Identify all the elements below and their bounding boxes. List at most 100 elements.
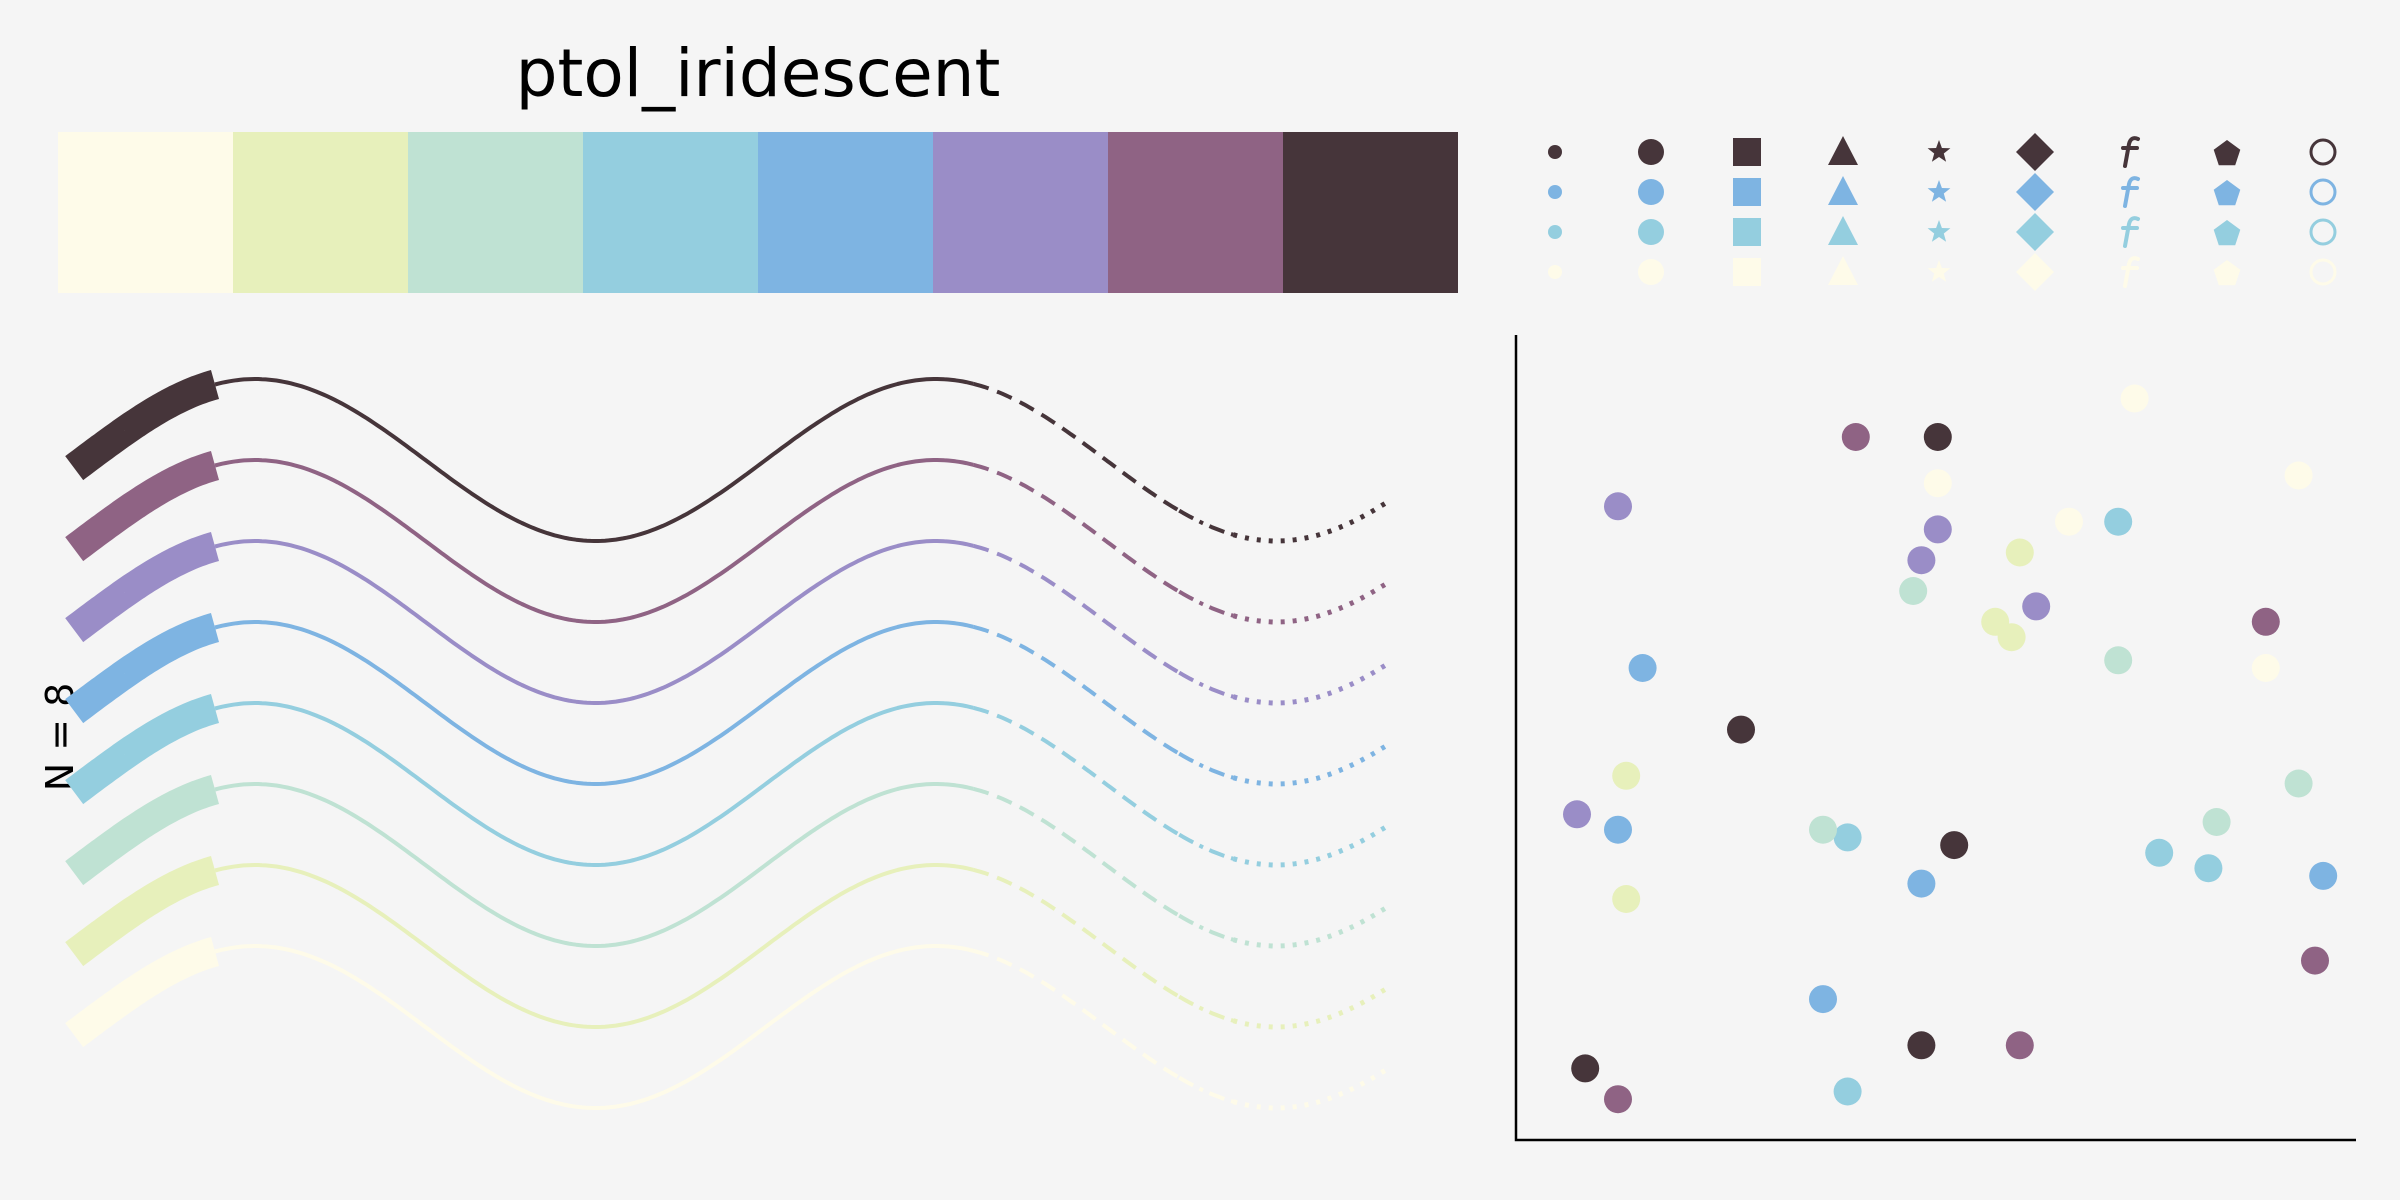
marker-point-r2 (1548, 185, 1562, 199)
sine-series-4 (65, 613, 1387, 787)
scatter-point-s1-3 (1940, 831, 1969, 860)
sine-segment-thick (65, 937, 220, 1048)
palette-swatch-bar (58, 132, 1458, 293)
marker-point-r1 (1548, 145, 1562, 159)
scatter-point-s2-5 (1604, 1085, 1632, 1114)
scatter-point-s3-3 (1907, 546, 1936, 575)
scatter-point-s6-3 (2284, 769, 2313, 798)
sine-segment-thick (65, 532, 220, 643)
scatter-point-s2-3 (2301, 946, 2329, 975)
palette-swatch-8 (1283, 132, 1458, 293)
sine-segment-dotted (1232, 501, 1387, 544)
sine-segment-solid (214, 458, 974, 624)
palette-swatch-4 (583, 132, 758, 293)
marker-f-glyph-r1 (2121, 136, 2140, 168)
marker-square-r4 (1733, 258, 1761, 286)
palette-swatch-3 (408, 132, 583, 293)
sine-segment-thick (65, 370, 220, 481)
palette-swatch-5 (758, 132, 933, 293)
sine-segment-thick (65, 613, 220, 724)
marker-pentagon-r4 (2213, 260, 2241, 286)
scatter-point-s4-4 (2309, 861, 2338, 890)
scatter-point-s4-5 (1809, 985, 1837, 1014)
sine-segment-dashdot (1178, 832, 1234, 861)
marker-grid (1548, 133, 2337, 291)
sine-segment-solid (214, 701, 974, 867)
marker-star-r3 (1927, 220, 1951, 242)
marker-point-r3 (1548, 225, 1562, 239)
marker-circle-r2 (1638, 179, 1664, 205)
scatter-point-s5-2 (1833, 823, 1862, 852)
marker-triangle-up-r1 (1828, 136, 1858, 165)
scatter-point-s5-5 (1833, 1077, 1862, 1106)
scatter-point-s4-3 (1907, 869, 1936, 898)
sine-segment-dashed (972, 624, 1181, 756)
marker-diamond-r1 (2016, 133, 2054, 171)
sine-wave-chart (65, 370, 1387, 1111)
sine-series-2 (65, 451, 1387, 625)
palette-swatch-2 (233, 132, 408, 293)
scatter-point-s6-5 (1809, 815, 1837, 844)
sine-segment-thick (65, 775, 220, 886)
sine-segment-solid (214, 539, 974, 705)
sine-segment-dashed (972, 786, 1181, 918)
sine-segment-solid (214, 377, 974, 543)
palette-swatch-6 (933, 132, 1108, 293)
sine-segment-dotted (1232, 744, 1387, 787)
scatter-point-s5-1 (2104, 507, 2133, 536)
sine-segment-solid (214, 620, 974, 786)
sine-segment-dashed (972, 867, 1181, 999)
marker-open-circle-r4 (2309, 258, 2337, 286)
sine-segment-solid (214, 944, 974, 1110)
scatter-axes (1514, 335, 2356, 1142)
scatter-point-s8-2 (2284, 461, 2313, 490)
scatter-point-s7-1 (2005, 538, 2034, 567)
sine-series-3 (65, 532, 1387, 706)
sine-series-6 (65, 775, 1387, 949)
sine-segment-dashdot (1178, 1075, 1234, 1104)
scatter-point-s6-4 (2202, 808, 2231, 836)
marker-star-r2 (1927, 180, 1951, 202)
marker-triangle-up-r4 (1828, 256, 1858, 285)
sine-series-7 (65, 856, 1387, 1030)
marker-f-glyph-r3 (2121, 216, 2140, 248)
scatter-point-s1-4 (1907, 1031, 1936, 1060)
marker-square-r2 (1733, 178, 1761, 206)
scatter-point-s3-1 (1604, 492, 1632, 521)
scatter-point-s6-1 (1899, 577, 1928, 605)
marker-triangle-up-r2 (1828, 176, 1858, 205)
marker-star-r4 (1927, 260, 1951, 282)
marker-open-circle-r3 (2309, 218, 2337, 246)
sine-segment-solid (214, 782, 974, 948)
scatter-point-s6-2 (2104, 646, 2133, 675)
scatter-point-s4-1 (1628, 654, 1657, 682)
sine-segment-dashdot (1178, 913, 1234, 942)
sine-segment-dashdot (1178, 994, 1234, 1023)
scatter-point-s5-3 (2145, 838, 2174, 867)
scatter-point-s7-4 (1612, 761, 1641, 790)
sine-segment-dashed (972, 462, 1181, 594)
palette-swatch-7 (1108, 132, 1283, 293)
sine-segment-dashdot (1178, 670, 1234, 699)
sine-segment-dotted (1232, 582, 1387, 625)
scatter-chart (1514, 335, 2356, 1142)
sine-series-5 (65, 694, 1387, 868)
sine-segment-thick (65, 856, 220, 967)
sine-segment-thick (65, 694, 220, 805)
marker-star-r1 (1927, 140, 1951, 162)
sine-segment-dashed (972, 705, 1181, 837)
marker-diamond-r4 (2016, 253, 2054, 291)
scatter-point-s2-1 (1841, 423, 1870, 451)
sine-series-8 (65, 937, 1387, 1111)
sine-segment-dotted (1232, 906, 1387, 949)
marker-circle-r1 (1638, 139, 1664, 165)
scatter-point-s8-3 (1923, 469, 1952, 498)
scatter-point-s4-2 (1604, 815, 1632, 844)
sine-segment-dotted (1232, 663, 1387, 706)
sine-segment-dashed (972, 543, 1181, 675)
scatter-point-s3-2 (1923, 515, 1952, 544)
scatter-point-s2-2 (2251, 607, 2280, 636)
sine-segment-dotted (1232, 1068, 1387, 1111)
marker-point-r4 (1548, 265, 1562, 279)
marker-diamond-r3 (2016, 213, 2054, 251)
